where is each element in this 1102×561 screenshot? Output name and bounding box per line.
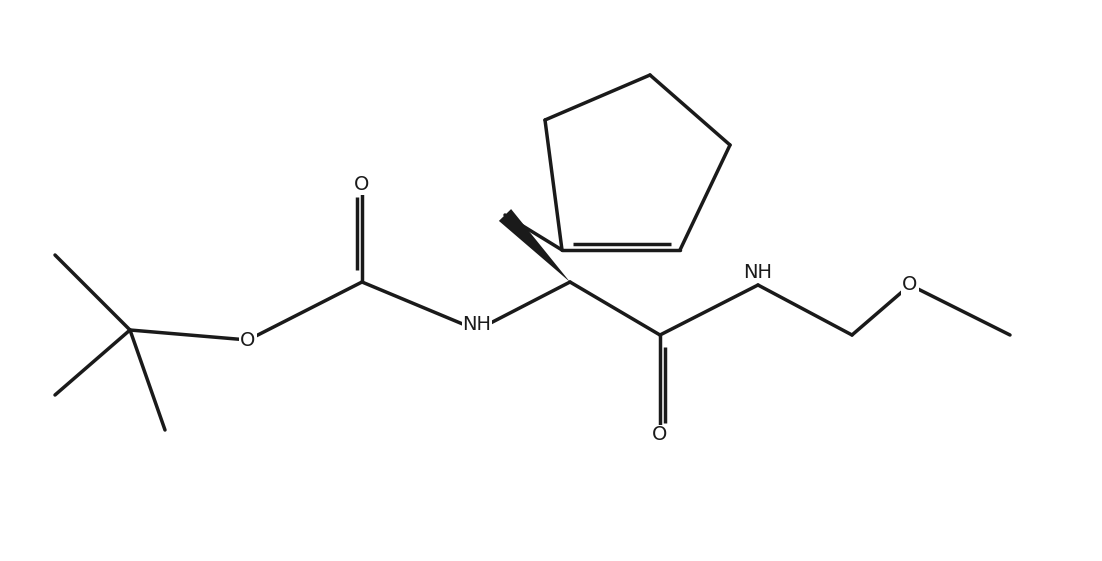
Polygon shape: [499, 209, 570, 282]
Text: O: O: [355, 176, 369, 195]
Text: NH: NH: [744, 263, 773, 282]
Text: O: O: [652, 425, 668, 444]
Text: O: O: [240, 330, 256, 350]
Text: NH: NH: [463, 315, 491, 334]
Text: O: O: [903, 275, 918, 295]
